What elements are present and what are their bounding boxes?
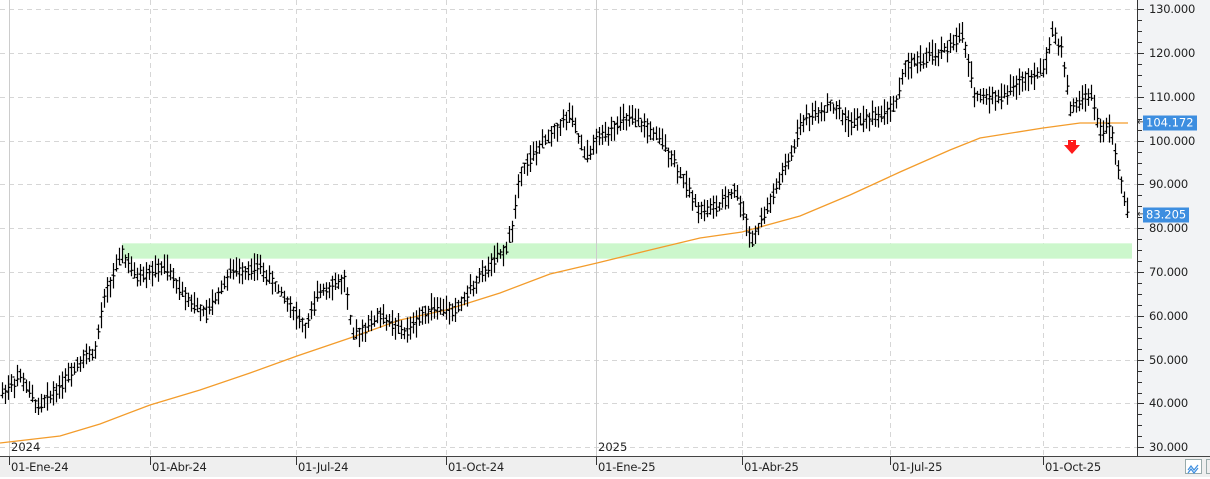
x-tick-label: 01-Oct-24 bbox=[448, 460, 504, 474]
x-tick-label: 01-Jul-24 bbox=[298, 460, 349, 474]
x-tick bbox=[9, 457, 10, 465]
x-tick bbox=[742, 457, 743, 465]
support-zone bbox=[122, 243, 1132, 259]
y-tick bbox=[1138, 447, 1144, 448]
y-tick-label: 90.000 bbox=[1149, 177, 1189, 191]
y-minor-tick bbox=[1138, 30, 1142, 32]
y-tick-label: 60.000 bbox=[1149, 309, 1189, 323]
y-minor-tick bbox=[1138, 282, 1142, 284]
y-minor-tick bbox=[1138, 173, 1142, 175]
x-tick bbox=[446, 457, 447, 465]
year-label: 2025 bbox=[598, 440, 628, 454]
chart-type-toggle-button[interactable] bbox=[1185, 459, 1202, 474]
x-tick-label: 01-Abr-25 bbox=[744, 460, 799, 474]
y-tick bbox=[1138, 403, 1144, 404]
y-minor-tick bbox=[1138, 162, 1142, 164]
y-tick bbox=[1138, 97, 1144, 98]
y-tick bbox=[1138, 141, 1144, 142]
y-minor-tick bbox=[1138, 107, 1142, 109]
y-tick-label: 30.000 bbox=[1149, 440, 1189, 454]
y-minor-tick bbox=[1138, 129, 1142, 131]
y-minor-tick bbox=[1138, 216, 1142, 218]
y-minor-tick bbox=[1138, 381, 1142, 383]
y-minor-tick bbox=[1138, 238, 1142, 240]
y-tick-label: 120.000 bbox=[1149, 46, 1196, 60]
x-tick bbox=[150, 457, 151, 465]
y-minor-tick bbox=[1138, 19, 1142, 21]
y-minor-tick bbox=[1138, 249, 1142, 251]
y-minor-tick bbox=[1138, 205, 1142, 207]
y-tick bbox=[1138, 9, 1144, 10]
y-minor-tick bbox=[1138, 370, 1142, 372]
y-minor-tick bbox=[1138, 293, 1142, 295]
x-tick-label: 01-Oct-25 bbox=[1045, 460, 1101, 474]
last-price-tag: 83.205 bbox=[1143, 207, 1190, 223]
x-tick-label: 01-Abr-24 bbox=[152, 460, 207, 474]
x-tick bbox=[890, 457, 891, 465]
moving-average-line bbox=[0, 122, 1128, 444]
y-minor-tick bbox=[1138, 63, 1142, 65]
y-minor-tick bbox=[1138, 435, 1142, 437]
y-tick-label: 100.000 bbox=[1149, 134, 1196, 148]
y-minor-tick bbox=[1138, 326, 1142, 328]
x-tick bbox=[296, 457, 297, 465]
year-label: 2024 bbox=[11, 440, 41, 454]
y-tick-label: 80.000 bbox=[1149, 221, 1189, 235]
y-minor-tick bbox=[1138, 85, 1142, 87]
sell-arrow-icon bbox=[1064, 140, 1080, 154]
y-minor-tick bbox=[1138, 304, 1142, 306]
y-minor-tick bbox=[1138, 424, 1142, 426]
y-tick bbox=[1138, 272, 1144, 273]
last-pointer-icon: ← bbox=[1137, 208, 1146, 220]
y-tick-label: 50.000 bbox=[1149, 353, 1189, 367]
ma-pointer-icon: ← bbox=[1137, 116, 1146, 128]
y-axis[interactable]: 130.000 120.000 110.000 100.000 90.000 80.000… bbox=[1137, 0, 1210, 456]
y-tick bbox=[1138, 228, 1144, 229]
y-tick bbox=[1138, 184, 1144, 185]
y-tick bbox=[1138, 316, 1144, 317]
x-tick bbox=[1043, 457, 1044, 465]
year-separators bbox=[9, 0, 597, 456]
price-chart-plot[interactable] bbox=[0, 0, 1137, 456]
x-axis[interactable]: 01-Ene-24 01-Abr-24 01-Jul-24 01-Oct-24 01-E… bbox=[0, 456, 1210, 477]
y-minor-tick bbox=[1138, 413, 1142, 415]
y-minor-tick bbox=[1138, 194, 1142, 196]
x-tick-label: 01-Ene-24 bbox=[11, 460, 69, 474]
x-tick bbox=[596, 457, 597, 465]
y-minor-tick bbox=[1138, 260, 1142, 262]
x-tick-label: 01-Jul-25 bbox=[892, 460, 943, 474]
scroll-button[interactable] bbox=[1206, 459, 1210, 474]
y-tick-label: 40.000 bbox=[1149, 396, 1189, 410]
x-tick-label: 01-Ene-25 bbox=[598, 460, 656, 474]
y-minor-tick bbox=[1138, 337, 1142, 339]
y-tick-label: 110.000 bbox=[1149, 90, 1196, 104]
y-tick-label: 130.000 bbox=[1149, 2, 1196, 16]
ma-price-tag: 104.172 bbox=[1143, 115, 1197, 131]
y-minor-tick bbox=[1138, 118, 1142, 120]
y-tick-label: 70.000 bbox=[1149, 265, 1189, 279]
y-minor-tick bbox=[1138, 348, 1142, 350]
y-tick bbox=[1138, 360, 1144, 361]
ohlc-bars bbox=[0, 21, 1130, 415]
y-minor-tick bbox=[1138, 151, 1142, 153]
y-minor-tick bbox=[1138, 74, 1142, 76]
y-minor-tick bbox=[1138, 392, 1142, 394]
zigzag-icon bbox=[1187, 464, 1199, 474]
y-minor-tick bbox=[1138, 41, 1142, 43]
grid-lines bbox=[0, 0, 1137, 456]
y-tick bbox=[1138, 53, 1144, 54]
